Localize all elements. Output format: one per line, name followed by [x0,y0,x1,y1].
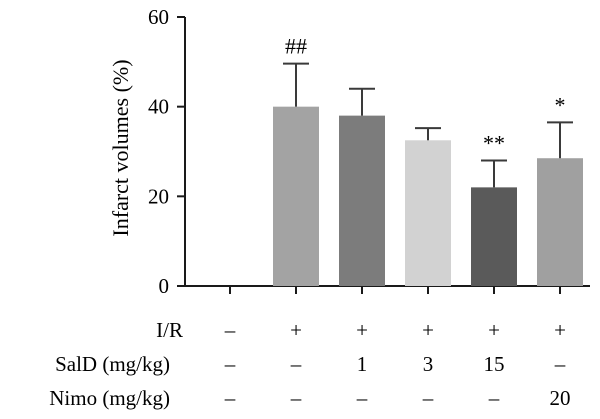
condition-value: 20 [550,386,571,410]
y-tick-label: 20 [148,184,169,208]
condition-label: Nimo (mg/kg) [49,386,170,410]
condition-value: + [488,318,500,342]
condition-table: I/R – + + + + + SalD (mg/kg) – – 1 3 15 – Nimo (mg/kg)… [49,318,570,410]
y-axis-label: Infarct volumes (%) [108,59,133,236]
significance-marker-2: ## [285,34,307,59]
condition-value: + [554,318,566,342]
significance-marker-6: * [555,92,566,117]
y-tick-label: 40 [148,95,169,119]
condition-value: – [224,318,236,342]
bar-4 [405,140,451,286]
condition-label: SalD (mg/kg) [55,352,170,376]
condition-value: + [356,318,368,342]
significance-markers: ##*** [285,34,566,156]
y-tick-label: 0 [159,274,170,298]
significance-marker-5: ** [483,130,505,155]
condition-value: – [290,352,302,376]
condition-value: – [554,352,566,376]
condition-label: I/R [156,318,183,342]
condition-value: + [290,318,302,342]
axes: 0 20 40 60 [148,5,590,298]
condition-value: + [422,318,434,342]
condition-value: – [224,352,236,376]
condition-value: 15 [484,352,505,376]
y-tick-label: 60 [148,5,169,29]
bar-2 [273,106,319,287]
error-bars [283,62,573,188]
condition-value: – [224,386,236,410]
condition-value: – [422,386,434,410]
condition-value: 3 [423,352,434,376]
bar-6 [537,158,583,286]
bars [273,106,583,287]
condition-value: – [488,386,500,410]
condition-value: – [356,386,368,410]
bar-5 [471,187,517,286]
condition-value: 1 [357,352,368,376]
bar-3 [339,115,385,286]
condition-value: – [290,386,302,410]
